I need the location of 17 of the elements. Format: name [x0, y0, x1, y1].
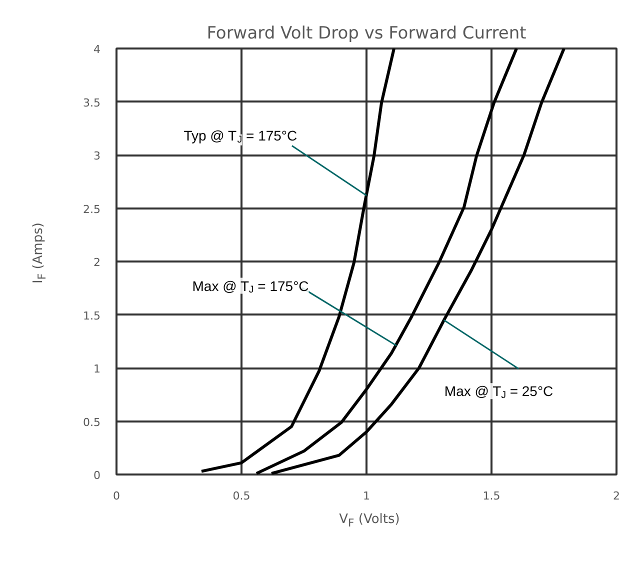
x-axis-title: V$_{F}$ (Volts)	[339, 511, 400, 532]
line-series	[255, 48, 518, 474]
x-tick-label: 0	[113, 490, 120, 502]
y-tick-label: 3.5	[83, 96, 101, 110]
y-tick-label: 4	[94, 43, 100, 56]
y-tick-label: 1.5	[83, 309, 101, 322]
x-tick-label: 0.5	[232, 490, 250, 502]
chart-title: Forward Volt Drop vs Forward Current	[206, 24, 527, 44]
x-tick-label: 2	[613, 490, 620, 502]
y-tick-label: 1	[94, 362, 100, 376]
y-tick-label: 2.5	[83, 202, 101, 216]
y-tick-label: 0	[94, 469, 100, 482]
y-tick-label: 3	[94, 150, 100, 162]
y-tick-label: 2	[94, 256, 100, 269]
x-tick-label: 1	[363, 490, 370, 502]
y-tick-label: 0.5	[83, 416, 101, 429]
x-tick-label: 1.5	[482, 490, 500, 502]
